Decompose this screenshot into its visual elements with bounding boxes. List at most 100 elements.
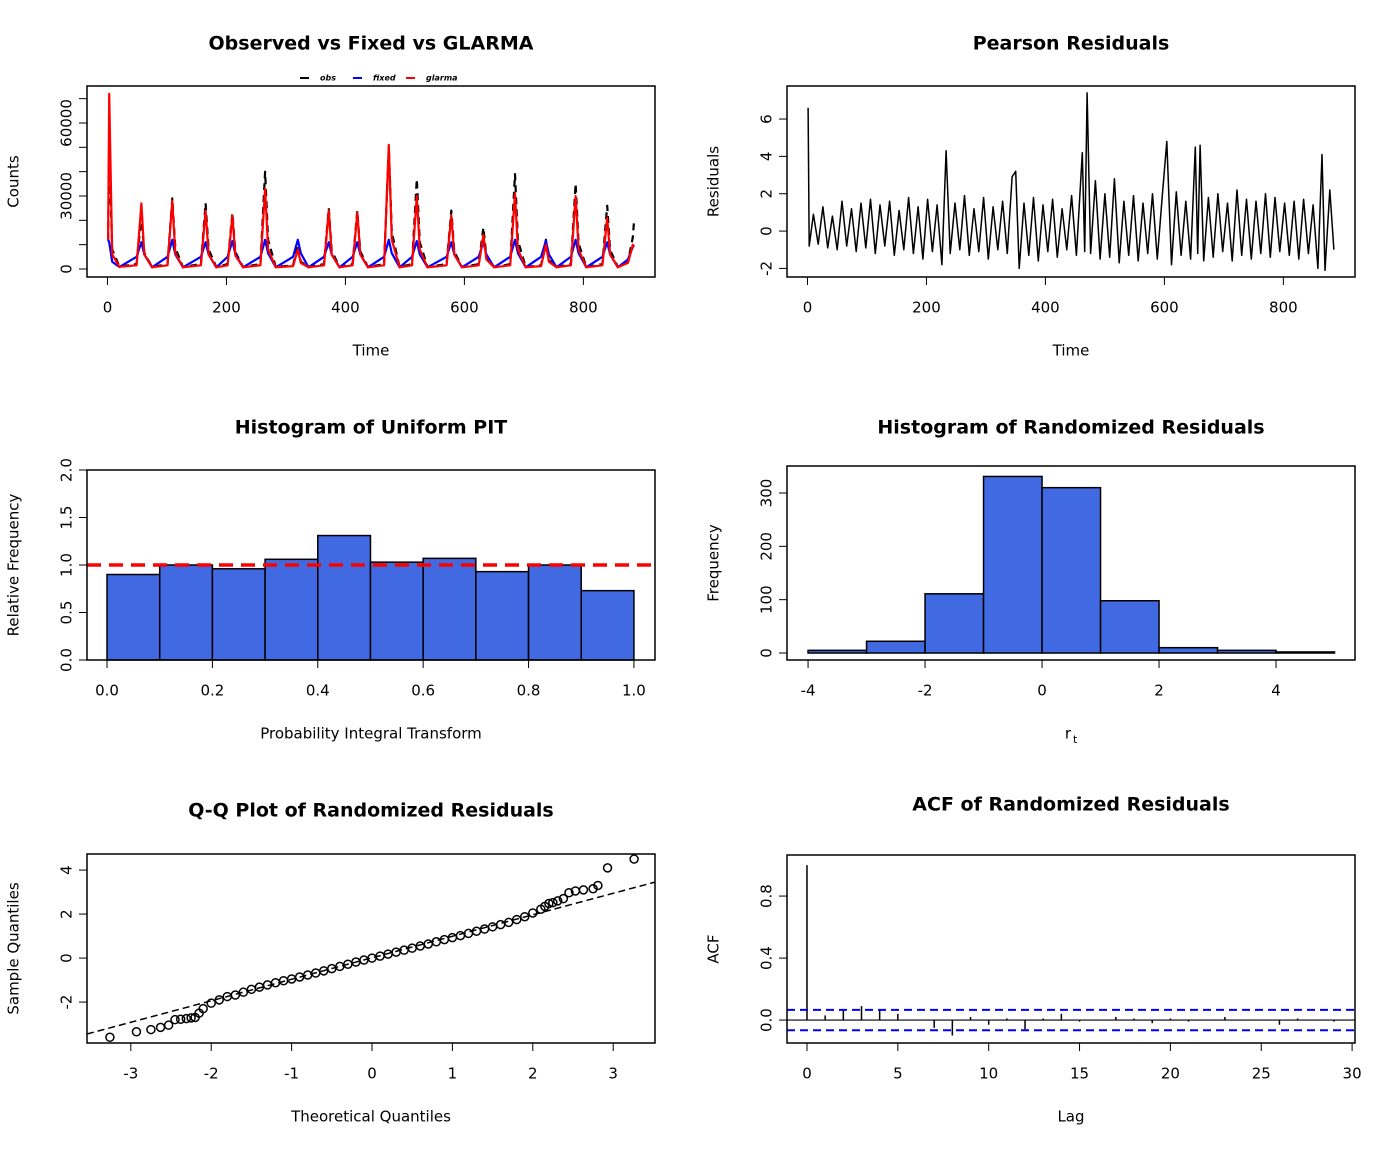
x-tick-label: 0.8 — [517, 682, 541, 700]
x-tick-label: 400 — [1031, 299, 1060, 317]
y-tick-label: 0.0 — [58, 648, 76, 672]
y-tick-label: 0.0 — [758, 1008, 776, 1032]
x-tick-label: 200 — [912, 299, 941, 317]
y-tick-label: 0 — [58, 953, 76, 963]
x-tick-label: 2 — [1154, 682, 1164, 700]
qq-point — [155, 1022, 166, 1033]
y-tick-label: 2.0 — [58, 458, 76, 482]
plot-box — [786, 854, 1356, 1044]
histogram-bar — [1158, 646, 1219, 654]
panel: Pearson Residuals Time Residuals 0 200 400 600… — [705, 33, 1356, 360]
qq-point — [544, 898, 554, 909]
plot-box — [786, 465, 1356, 661]
panel: Histogram of Randomized Residuals r t Frequ… — [705, 417, 1356, 746]
histogram-bar — [1099, 599, 1160, 654]
x-axis-label: Time — [1052, 342, 1090, 360]
x-tick-label: 10 — [979, 1065, 998, 1083]
histogram-bar — [1216, 649, 1277, 654]
histogram-bar — [982, 475, 1043, 654]
histogram-bar — [865, 640, 926, 654]
panel-title: Q-Q Plot of Randomized Residuals — [188, 800, 554, 822]
qq-point — [391, 947, 401, 957]
y-tick-label: 0 — [758, 648, 776, 658]
panel-title: Histogram of Uniform PIT — [235, 417, 508, 439]
x-tick-label: 600 — [1150, 299, 1179, 317]
x-axis-label: Lag — [1057, 1108, 1084, 1126]
series-line — [107, 238, 635, 269]
histogram-bar — [475, 570, 530, 661]
qq-point — [186, 1013, 196, 1023]
qq-point — [602, 863, 613, 873]
x-axis-label: Probability Integral Transform — [260, 725, 482, 743]
qq-point — [131, 1027, 142, 1037]
y-tick-label: 0 — [758, 226, 776, 236]
panel-title: Histogram of Randomized Residuals — [877, 417, 1264, 439]
histogram-bar — [1041, 486, 1102, 654]
x-tick-label: 600 — [450, 299, 479, 317]
qq-point — [578, 885, 589, 895]
legend-label: glarma — [426, 74, 458, 83]
x-tick-label: 0.0 — [95, 682, 119, 700]
x-axis-label-subscript: t — [1073, 733, 1078, 746]
qq-point — [198, 1003, 208, 1014]
x-tick-label: 0.6 — [411, 682, 435, 700]
plot-box — [786, 85, 1356, 278]
qq-point — [455, 930, 466, 941]
x-tick-label: 800 — [1269, 299, 1298, 317]
plot-box — [86, 85, 656, 278]
y-tick-label: 0.8 — [758, 884, 776, 908]
series-line — [107, 92, 635, 269]
x-tick-label: 1 — [448, 1065, 458, 1083]
x-tick-label: 800 — [569, 299, 598, 317]
qq-line — [86, 881, 656, 1035]
x-tick-label: 400 — [331, 299, 360, 317]
histogram-bar — [211, 568, 266, 661]
qq-point — [548, 897, 558, 908]
panel-title: Pearson Residuals — [973, 33, 1170, 55]
y-tick-label: 0 — [58, 264, 76, 274]
histogram-bar — [580, 589, 635, 661]
x-tick-label: 15 — [1070, 1065, 1089, 1083]
x-tick-label: 0 — [1037, 682, 1047, 700]
qq-point — [105, 1032, 115, 1043]
panel: Histogram of Uniform PIT Probability Inte… — [5, 417, 656, 743]
y-axis-label: Sample Quantiles — [5, 882, 23, 1014]
y-tick-label: 30000 — [58, 172, 76, 220]
histogram-bar — [369, 561, 424, 661]
panel: Q-Q Plot of Randomized Residuals Theoreti… — [5, 800, 656, 1126]
y-tick-label: 60000 — [58, 99, 76, 147]
series-line — [107, 146, 635, 269]
x-tick-label: 200 — [212, 299, 241, 317]
y-tick-label: 1.0 — [58, 553, 76, 577]
histogram-bar — [317, 534, 372, 661]
y-tick-label: 0.5 — [58, 601, 76, 625]
x-tick-label: -2 — [204, 1065, 219, 1083]
qq-point — [163, 1020, 174, 1030]
qq-point — [230, 990, 241, 1000]
panel: ACF of Randomized Residuals Lag ACF 0 5 10 15 2… — [705, 794, 1362, 1126]
y-tick-label: 4 — [758, 152, 776, 162]
x-tick-label: 0 — [802, 1065, 812, 1083]
qq-point — [175, 1014, 186, 1024]
qq-point — [214, 995, 225, 1005]
qq-point — [593, 880, 603, 891]
histogram-bar — [106, 573, 161, 661]
x-axis-label: r — [1065, 725, 1072, 743]
qq-point — [520, 911, 530, 922]
y-axis-label: Counts — [5, 155, 23, 208]
x-tick-label: 0.2 — [200, 682, 224, 700]
y-tick-label: 2 — [58, 909, 76, 919]
y-axis-label: ACF — [705, 934, 723, 963]
qq-point — [238, 987, 249, 997]
panel-title: Observed vs Fixed vs GLARMA — [209, 33, 534, 55]
y-axis-label: Frequency — [705, 524, 723, 602]
x-axis-label: Time — [352, 342, 390, 360]
y-tick-label: 200 — [758, 532, 776, 561]
x-tick-label: 3 — [608, 1065, 618, 1083]
qq-point — [181, 1013, 192, 1024]
y-tick-label: 2 — [758, 189, 776, 199]
histogram-bar — [264, 558, 319, 661]
qq-point — [564, 887, 574, 898]
x-tick-label: 20 — [1161, 1065, 1180, 1083]
qq-point — [487, 922, 498, 932]
